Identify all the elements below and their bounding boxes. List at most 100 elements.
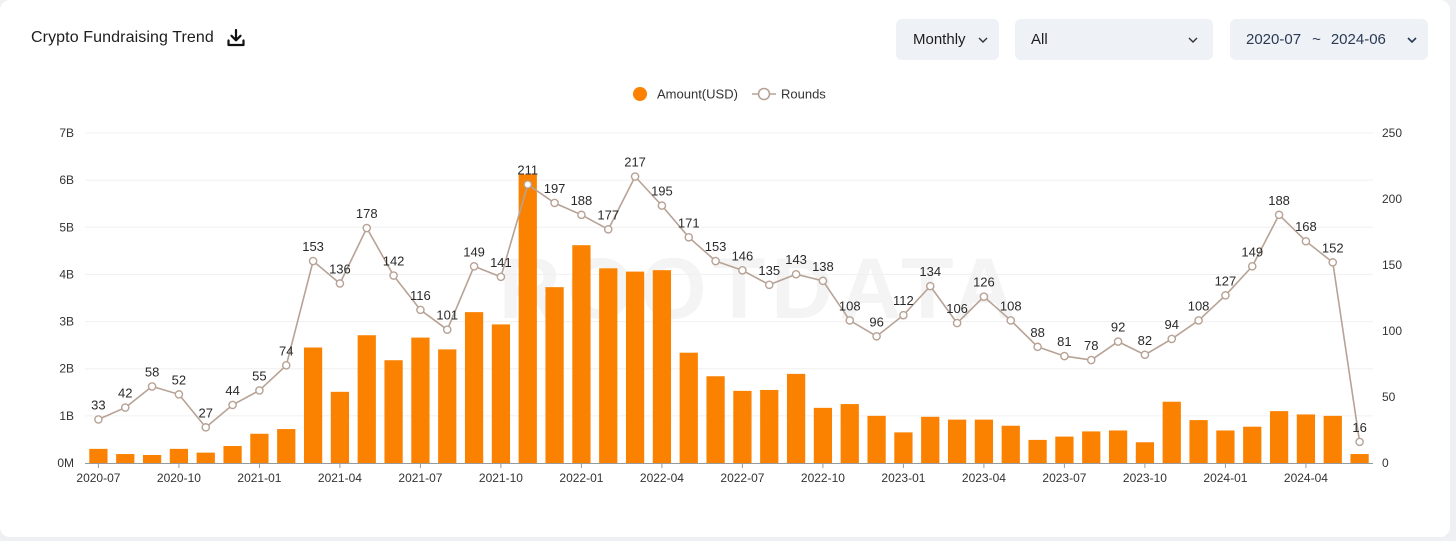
date-range-picker[interactable]: 2020-07 ~ 2024-06 bbox=[1230, 19, 1428, 60]
y-left-tick-label: 1B bbox=[59, 409, 74, 423]
bar-2021-04 bbox=[330, 391, 350, 463]
bar-2023-05 bbox=[1001, 425, 1020, 463]
period-select[interactable]: Monthly bbox=[896, 19, 999, 60]
legend-label-rounds: Rounds bbox=[781, 87, 826, 102]
grid bbox=[85, 132, 1373, 417]
bar-2020-12 bbox=[223, 446, 242, 463]
rounds-point-2024-04 bbox=[1301, 236, 1311, 246]
rounds-label-2023-02: 134 bbox=[919, 264, 941, 279]
bar-2023-01 bbox=[894, 432, 913, 463]
bar-2022-03 bbox=[625, 271, 645, 463]
bar-2020-08 bbox=[116, 454, 135, 463]
date-range-end[interactable]: 2024-06 bbox=[1330, 31, 1386, 48]
bar-2023-11 bbox=[1162, 401, 1181, 463]
bar-2023-10 bbox=[1135, 442, 1155, 463]
rounds-point-2024-06 bbox=[1355, 437, 1364, 447]
axes: 0M 1B 2B 3B 4B 5B 6B 7B 0 50 100 150 200 250 2020-07 20… bbox=[57, 126, 1402, 485]
x-tick-label: 2021-07 bbox=[398, 471, 442, 485]
rounds-point-2021-04 bbox=[335, 279, 345, 288]
period-select-value: Monthly bbox=[913, 31, 966, 48]
legend-swatch-amount bbox=[633, 87, 647, 101]
rounds-label-2024-02: 149 bbox=[1241, 244, 1263, 259]
rounds-label-2020-10: 52 bbox=[172, 372, 186, 387]
bar-2021-08 bbox=[438, 349, 457, 463]
y-right-tick-label: 100 bbox=[1382, 324, 1402, 338]
rounds-label-2023-12: 108 bbox=[1188, 298, 1210, 313]
rounds-point-2021-08 bbox=[442, 325, 452, 334]
rounds-point-2022-01 bbox=[577, 210, 586, 220]
rounds-point-2023-05 bbox=[1006, 316, 1016, 325]
bar-2022-01 bbox=[572, 245, 591, 463]
rounds-point-2021-01 bbox=[255, 386, 264, 395]
category-select-value: All bbox=[1031, 31, 1048, 48]
rounds-label-2023-11: 94 bbox=[1165, 317, 1179, 332]
bar-2021-05 bbox=[357, 335, 376, 463]
bar-2024-02 bbox=[1243, 426, 1262, 463]
y-right-tick-label: 0 bbox=[1382, 456, 1389, 470]
rounds-label-2024-01: 127 bbox=[1215, 273, 1237, 288]
rounds-point-2021-09 bbox=[469, 262, 479, 271]
x-tick-label: 2022-01 bbox=[559, 471, 603, 485]
rounds-point-2023-03 bbox=[952, 318, 962, 328]
chart-header: Crypto Fundraising Trend bbox=[31, 28, 246, 48]
rounds-point-2023-01 bbox=[899, 310, 908, 320]
data-labels: 33 42 58 52 27 44 55 74 153 136 178 142 116 101 149 141… bbox=[91, 155, 1367, 435]
rounds-label-2022-06: 153 bbox=[705, 239, 727, 254]
rounds-label-2022-12: 96 bbox=[869, 314, 883, 329]
y-left-tick-label: 2B bbox=[59, 362, 74, 376]
rounds-label-2020-08: 42 bbox=[118, 386, 132, 401]
bar-2020-07 bbox=[89, 448, 108, 463]
y-right-tick-label: 150 bbox=[1382, 258, 1402, 272]
bar-2023-07 bbox=[1055, 436, 1074, 463]
x-tick-label: 2023-04 bbox=[962, 471, 1006, 485]
y-right-tick-label: 200 bbox=[1382, 192, 1402, 206]
legend-swatch-rounds bbox=[757, 87, 771, 101]
date-range-separator: ~ bbox=[1312, 31, 1321, 48]
rounds-point-2022-07 bbox=[738, 265, 747, 275]
rounds-label-2022-04: 195 bbox=[651, 184, 673, 199]
bar-2022-11 bbox=[840, 404, 859, 463]
bar-2023-08 bbox=[1082, 431, 1101, 463]
rounds-point-2021-12 bbox=[550, 198, 559, 208]
rounds-label-2024-05: 152 bbox=[1322, 240, 1344, 255]
rounds-label-2022-07: 146 bbox=[732, 248, 754, 263]
rounds-label-2023-08: 78 bbox=[1084, 338, 1098, 353]
rounds-label-2022-08: 135 bbox=[758, 263, 780, 278]
bar-2020-11 bbox=[196, 452, 215, 463]
bar-2022-09 bbox=[786, 373, 806, 463]
y-right-tick-label: 250 bbox=[1382, 126, 1402, 140]
bar-2022-08 bbox=[760, 389, 779, 463]
x-tick-label: 2024-04 bbox=[1284, 471, 1328, 485]
bar-2024-06 bbox=[1350, 454, 1369, 463]
x-tick-label: 2020-10 bbox=[157, 471, 201, 485]
download-icon[interactable] bbox=[226, 28, 246, 48]
rounds-point-2022-04 bbox=[657, 201, 667, 210]
y-right-tick-label: 50 bbox=[1382, 390, 1396, 404]
rounds-label-2023-10: 82 bbox=[1138, 333, 1152, 348]
rounds-label-2023-04: 126 bbox=[973, 275, 995, 290]
bar-2021-12 bbox=[545, 287, 564, 463]
rounds-point-2020-08 bbox=[120, 403, 130, 412]
bar-2021-09 bbox=[464, 312, 484, 463]
rounds-label-2022-11: 108 bbox=[839, 298, 861, 313]
rounds-point-2021-10 bbox=[496, 272, 506, 282]
rounds-label-2020-09: 58 bbox=[145, 364, 159, 379]
x-tick-label: 2021-01 bbox=[237, 471, 281, 485]
bar-2023-02 bbox=[921, 416, 940, 463]
category-select[interactable]: All bbox=[1015, 19, 1213, 60]
rounds-point-2023-07 bbox=[1060, 351, 1069, 361]
rounds-point-2020-09 bbox=[147, 382, 157, 391]
line-series bbox=[94, 172, 1364, 447]
rounds-label-2022-10: 138 bbox=[812, 259, 834, 274]
bar-2021-03 bbox=[303, 347, 323, 463]
bar-2022-06 bbox=[706, 376, 725, 463]
x-tick-label: 2023-01 bbox=[881, 471, 925, 485]
rounds-point-2022-03 bbox=[630, 172, 640, 181]
y-left-tick-label: 6B bbox=[59, 173, 74, 187]
rounds-point-2020-10 bbox=[174, 390, 184, 399]
bar-2023-04 bbox=[974, 419, 994, 463]
date-range-start[interactable]: 2020-07 bbox=[1246, 31, 1302, 48]
rounds-point-2021-05 bbox=[362, 223, 372, 233]
rounds-point-2023-02 bbox=[925, 281, 935, 291]
